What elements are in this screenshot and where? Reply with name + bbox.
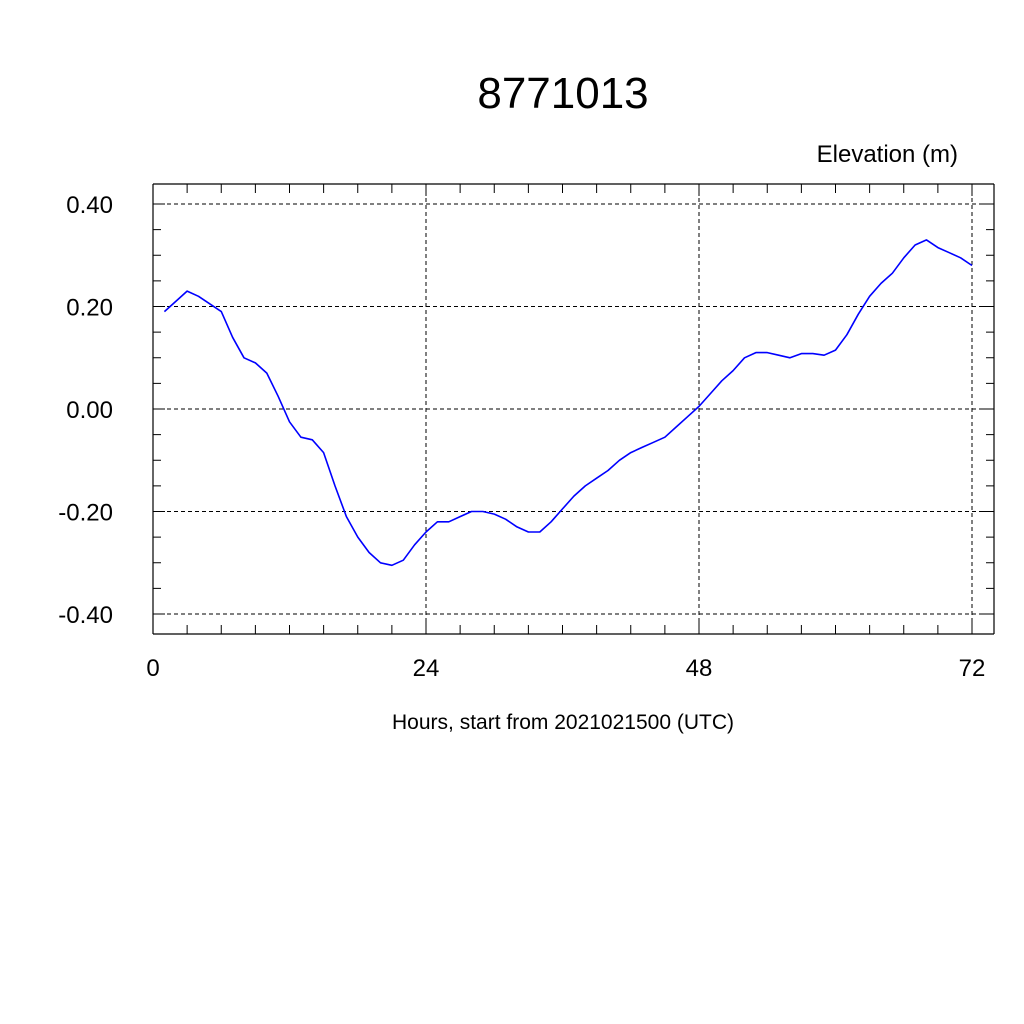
chart-title: 8771013 (477, 69, 648, 118)
x-tick-label: 48 (686, 655, 713, 682)
x-tick-label: 0 (146, 655, 159, 682)
x-tick-label: 24 (413, 655, 440, 682)
axis-ticks (152, 184, 994, 634)
y-tick-label: -0.20 (58, 500, 113, 527)
y-tick-label: 0.40 (66, 192, 113, 219)
series-layer (163, 239, 973, 567)
y-tick-label: 0.00 (66, 397, 113, 424)
elevation-series-line (163, 239, 973, 567)
tick-labels: 0 24 48 72 -0.40 -0.20 0.00 0.20 0.40 (58, 192, 985, 682)
x-tick-label: 72 (959, 655, 986, 682)
grid-lines (152, 184, 994, 634)
y-tick-label: 0.20 (66, 295, 113, 322)
plot-frame (152, 183, 995, 635)
y-tick-label: -0.40 (58, 602, 113, 629)
y-axis-label: Elevation (m) (817, 141, 958, 168)
x-axis-label: Hours, start from 2021021500 (UTC) (392, 711, 734, 734)
